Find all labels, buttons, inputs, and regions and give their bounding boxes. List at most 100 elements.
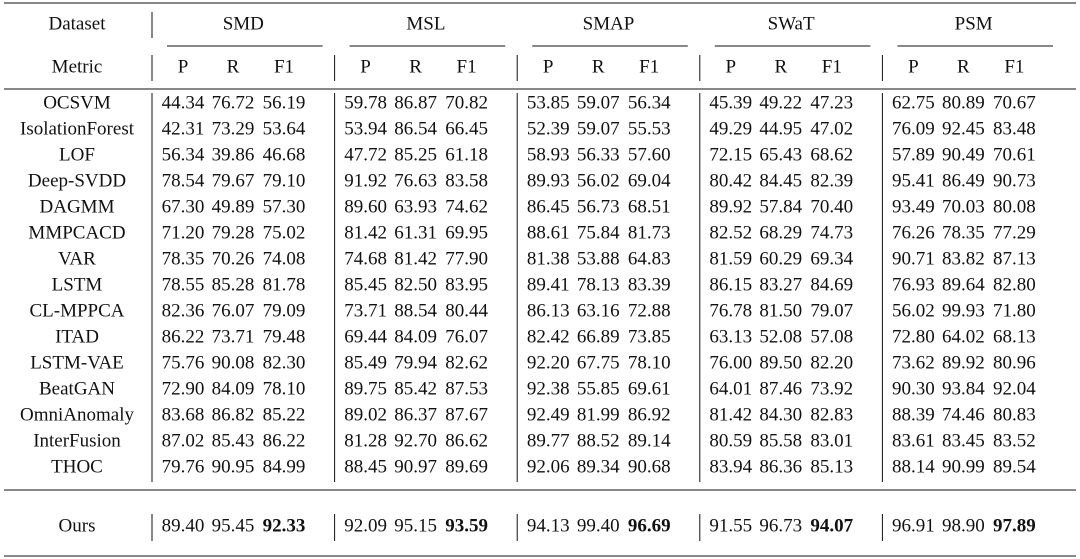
cell-value: 82.36: [162, 300, 205, 321]
cell-value: 95.45: [212, 515, 255, 536]
cell-value: 81.50: [759, 300, 802, 321]
cell-value: 57.30: [263, 196, 306, 217]
cell-value: 90.73: [993, 170, 1036, 191]
cell-value: 88.61: [527, 222, 570, 243]
cell-value: 83.48: [993, 118, 1036, 139]
cell-value: 87.13: [993, 248, 1036, 269]
group-header: PSM: [955, 13, 993, 34]
cell-value: 64.83: [628, 248, 671, 269]
group-header: SMD: [223, 13, 264, 34]
cell-value: 99.40: [577, 515, 620, 536]
cell-value: 80.83: [993, 404, 1036, 425]
cell-value: 89.50: [759, 352, 802, 373]
method-name: LSTM-VAE: [30, 352, 124, 373]
cell-value: 53.64: [263, 118, 306, 139]
cell-value: 82.30: [263, 352, 306, 373]
method-name: MMPCACD: [28, 222, 125, 243]
cell-value: 80.08: [993, 196, 1036, 217]
cell-value: 86.49: [942, 170, 985, 191]
cell-value: 81.73: [628, 222, 671, 243]
cell-value: 79.67: [212, 170, 255, 191]
cell-value: 49.22: [759, 92, 802, 113]
cell-value: 86.22: [162, 326, 205, 347]
cell-value: 83.39: [628, 274, 671, 295]
group-header: SWaT: [768, 13, 815, 34]
cell-value: 63.13: [709, 326, 752, 347]
cell-value: 78.13: [577, 274, 620, 295]
method-name: LOF: [59, 144, 95, 165]
cell-value: 68.51: [628, 196, 671, 217]
cell-value: 97.89: [993, 515, 1036, 536]
metric-header: R: [409, 56, 422, 77]
cell-value: 61.18: [445, 144, 488, 165]
cell-value: 88.45: [344, 456, 387, 477]
metric-header: F1: [457, 56, 477, 77]
cell-value: 87.53: [445, 378, 488, 399]
cell-value: 56.02: [892, 300, 935, 321]
cell-value: 83.68: [162, 404, 205, 425]
cell-value: 83.52: [993, 430, 1036, 451]
cell-value: 56.73: [577, 196, 620, 217]
cell-value: 53.85: [527, 92, 570, 113]
cell-value: 49.89: [212, 196, 255, 217]
cell-value: 87.02: [162, 430, 205, 451]
cell-value: 91.92: [344, 170, 387, 191]
cell-value: 79.09: [263, 300, 306, 321]
cell-value: 91.55: [709, 515, 752, 536]
method-name: BeatGAN: [39, 378, 115, 399]
cell-value: 89.02: [344, 404, 387, 425]
cell-value: 90.99: [942, 456, 985, 477]
cell-value: 72.88: [628, 300, 671, 321]
cell-value: 46.68: [263, 144, 306, 165]
cell-value: 39.86: [212, 144, 255, 165]
cell-value: 73.71: [212, 326, 255, 347]
cell-value: 81.59: [709, 248, 752, 269]
cell-value: 90.95: [212, 456, 255, 477]
cell-value: 83.01: [810, 430, 853, 451]
cell-value: 93.49: [892, 196, 935, 217]
metric-header: F1: [274, 56, 294, 77]
cell-value: 89.14: [628, 430, 671, 451]
cell-value: 73.29: [212, 118, 255, 139]
cell-value: 69.95: [445, 222, 488, 243]
cell-value: 83.82: [942, 248, 985, 269]
group-header: SMAP: [583, 13, 635, 34]
cell-value: 76.07: [212, 300, 255, 321]
cell-value: 67.30: [162, 196, 205, 217]
cell-value: 83.58: [445, 170, 488, 191]
cell-value: 96.69: [628, 515, 671, 536]
cell-value: 82.50: [394, 274, 437, 295]
cell-value: 56.19: [263, 92, 306, 113]
cell-value: 57.60: [628, 144, 671, 165]
cell-value: 83.95: [445, 274, 488, 295]
cell-value: 82.39: [810, 170, 853, 191]
cell-value: 76.72: [212, 92, 255, 113]
cell-value: 55.85: [577, 378, 620, 399]
method-name: OmniAnomaly: [20, 404, 134, 425]
cell-value: 69.44: [344, 326, 387, 347]
cell-value: 90.68: [628, 456, 671, 477]
metric-header: P: [726, 56, 737, 77]
cell-value: 74.62: [445, 196, 488, 217]
cell-value: 85.43: [212, 430, 255, 451]
cell-value: 86.87: [394, 92, 437, 113]
cell-value: 76.00: [709, 352, 752, 373]
cell-value: 85.49: [344, 352, 387, 373]
cell-value: 84.69: [810, 274, 853, 295]
cell-value: 71.80: [993, 300, 1036, 321]
cell-value: 90.30: [892, 378, 935, 399]
cell-value: 73.85: [628, 326, 671, 347]
method-name: ITAD: [55, 326, 99, 347]
cell-value: 70.61: [993, 144, 1036, 165]
cell-value: 75.84: [577, 222, 620, 243]
cell-value: 92.70: [394, 430, 437, 451]
cell-value: 92.06: [527, 456, 570, 477]
cell-value: 80.44: [445, 300, 488, 321]
cell-value: 88.54: [394, 300, 437, 321]
cell-value: 56.34: [628, 92, 671, 113]
cell-value: 72.80: [892, 326, 935, 347]
cell-value: 68.29: [759, 222, 802, 243]
cell-value: 78.35: [162, 248, 205, 269]
method-name: THOC: [51, 456, 103, 477]
